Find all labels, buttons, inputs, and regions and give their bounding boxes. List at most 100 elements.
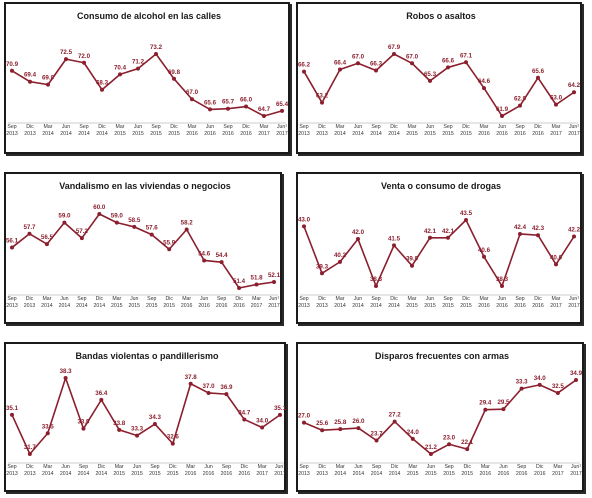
data-point	[428, 78, 432, 83]
data-point	[63, 376, 68, 380]
data-label: 66.2	[298, 62, 311, 69]
data-label: 37.0	[203, 383, 216, 390]
data-label: 23.7	[371, 430, 384, 437]
x-tick-label: 2015	[460, 131, 472, 137]
series-line	[303, 379, 577, 455]
x-tick-label: 2015	[167, 471, 179, 477]
x-tick-label: Dic	[318, 464, 326, 470]
data-label: 31.7	[24, 444, 37, 451]
x-tick-label: 2015	[407, 471, 419, 477]
data-point	[320, 428, 325, 433]
data-point	[254, 282, 259, 287]
x-tick-label: 2016	[534, 471, 546, 477]
data-label: 42.2	[568, 227, 581, 234]
data-point	[154, 52, 158, 56]
data-label: 57.2	[76, 228, 89, 235]
data-label: 33.9	[77, 419, 90, 426]
x-tick-label: 2017	[550, 131, 562, 137]
x-tick-label: Mar	[252, 296, 261, 302]
series-line	[11, 213, 275, 289]
x-tick-label: Jun¹	[277, 124, 287, 130]
data-point	[45, 431, 50, 436]
x-tick-label: 2013	[316, 131, 328, 137]
x-tick-label: 2016	[240, 131, 252, 137]
x-tick-label: 2014	[334, 303, 346, 309]
x-tick-label: 2017	[568, 303, 580, 309]
data-label: 24.0	[407, 429, 420, 436]
x-tick-label: 2013	[298, 131, 310, 137]
x-tick-label: 2015	[442, 131, 454, 137]
x-tick-label: Mar	[42, 296, 51, 302]
data-point	[242, 417, 247, 422]
x-tick-label: Sep	[443, 124, 452, 130]
data-point	[518, 103, 522, 108]
data-point	[572, 90, 576, 95]
x-tick-label: 2013	[298, 303, 310, 309]
x-tick-label: 2016	[185, 471, 197, 477]
data-label: 59.0	[58, 213, 71, 220]
data-point	[320, 271, 324, 276]
chart-svg-vandalismo: Vandalismo en las viviendas o negocios 56…	[6, 181, 281, 309]
chart-svg-disparos: Disparos frecuentes con armas 27.0 25.6 25.…	[298, 351, 583, 477]
data-label: 34.3	[149, 414, 162, 421]
data-point	[518, 231, 522, 236]
x-tick-label: Sep	[79, 124, 88, 130]
data-label: 72.5	[60, 49, 73, 56]
x-tick-label: Jun	[354, 464, 362, 470]
x-tick-label: Dic	[235, 296, 243, 302]
x-tick-label: 2017	[552, 471, 564, 477]
data-point	[82, 60, 86, 65]
data-label: 23.0	[443, 434, 456, 441]
data-point	[170, 441, 175, 446]
data-label: 69.8	[168, 69, 181, 76]
x-tick-label: 2016	[233, 303, 245, 309]
data-point	[536, 75, 540, 80]
x-tick-label: Dic	[169, 464, 177, 470]
data-point	[27, 231, 32, 236]
x-tick-label: Jun	[133, 464, 141, 470]
x-tick-label: Jun	[499, 464, 507, 470]
data-label: 65.4	[276, 101, 289, 108]
data-label: 64.7	[258, 106, 271, 113]
data-point	[167, 247, 172, 252]
x-tick-label: 2016	[198, 303, 210, 309]
data-label: 27.2	[389, 412, 402, 419]
data-point	[338, 427, 343, 432]
x-tick-label: 2014	[78, 471, 90, 477]
x-tick-label: Dic	[318, 296, 326, 302]
x-tick-label: Mar	[480, 296, 489, 302]
x-tick-label: 2015	[425, 471, 437, 477]
x-tick-label: 2015	[461, 471, 473, 477]
data-label: 33.3	[131, 426, 144, 433]
x-tick-label: 2016	[480, 471, 492, 477]
x-tick-label: 2015	[149, 471, 161, 477]
chart-title: Bandas violentas o pandillerismo	[75, 351, 219, 361]
series-line	[11, 377, 281, 455]
data-label: 38.3	[496, 276, 509, 283]
x-tick-label: Dic	[26, 296, 34, 302]
x-tick-label: 2014	[76, 303, 88, 309]
x-tick-label: Dic	[170, 124, 178, 130]
data-point	[224, 392, 229, 397]
x-tick-label: 2017	[276, 131, 288, 137]
data-point	[555, 390, 560, 395]
data-point	[519, 386, 524, 391]
x-tick-label: 2015	[442, 303, 454, 309]
x-tick-label: 2016	[498, 471, 510, 477]
x-tick-label: 2017	[251, 303, 263, 309]
data-point	[465, 447, 470, 452]
x-tick-label: Sep	[77, 296, 86, 302]
x-tick-label: 2016	[216, 303, 228, 309]
data-label: 64.6	[478, 78, 491, 85]
chart-panel-alcohol: Consumo de alcohol en las calles 70.9 69.4…	[4, 2, 290, 154]
x-tick-label: Mar	[188, 124, 197, 130]
x-tick-label: 2016	[532, 131, 544, 137]
data-point	[464, 218, 468, 222]
x-tick-label: 2016	[203, 471, 215, 477]
x-tick-label: 2013	[316, 471, 328, 477]
x-tick-label: Sep	[7, 124, 16, 130]
x-tick-label: 2016	[532, 303, 544, 309]
x-tick-label: Sep	[299, 124, 308, 130]
x-tick-label: 2014	[370, 303, 382, 309]
x-tick-label: Sep	[517, 464, 526, 470]
